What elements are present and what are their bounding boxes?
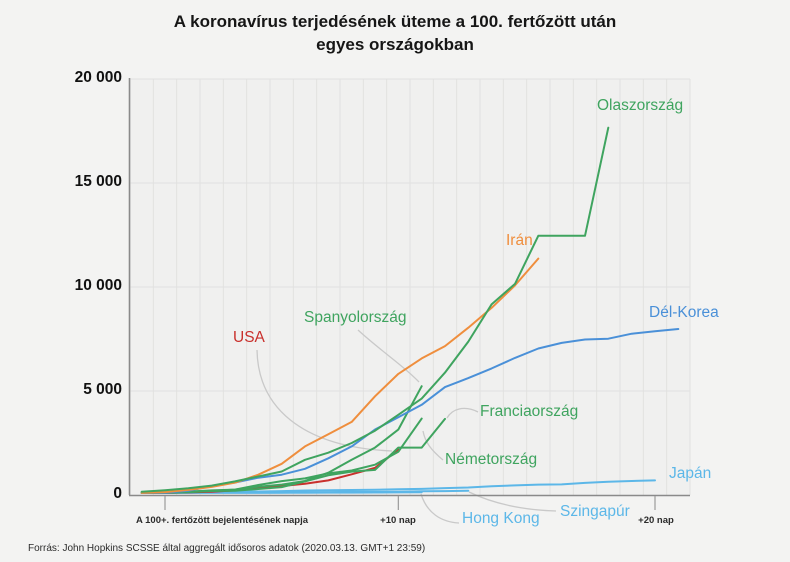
series-label-japan: Japán: [669, 465, 712, 482]
x-tick-label-2: +20 nap: [638, 515, 674, 526]
series-label-france: Franciaország: [480, 403, 579, 420]
source-footer: Forrás: John Hopkins SCSSE által aggregá…: [28, 543, 426, 554]
series-label-southkorea: Dél-Korea: [649, 304, 719, 321]
series-line-iran: [140, 257, 540, 494]
series-label-singapore: Szingapúr: [560, 503, 630, 520]
series-label-spain: Spanyolország: [304, 309, 407, 326]
y-tick-label-0: 0: [113, 485, 122, 502]
leader-line-hongkong: [420, 493, 460, 524]
series-label-germany: Németország: [445, 451, 538, 468]
series-label-iran: Irán: [506, 232, 533, 249]
y-tick-label-15000: 15 000: [74, 173, 122, 190]
series-label-hongkong: Hong Kong: [462, 510, 540, 527]
leader-line-france: [446, 407, 479, 419]
series-line-italy: [140, 126, 610, 493]
series-label-usa: USA: [233, 329, 265, 346]
y-tick-label-10000: 10 000: [74, 277, 122, 294]
y-tick-label-20000: 20 000: [74, 69, 122, 86]
leader-line-germany: [422, 430, 444, 461]
y-tick-label-5000: 5 000: [83, 381, 122, 398]
leader-line-usa: [256, 349, 393, 452]
chart-title-line1: A koronavírus terjedésének üteme a 100. …: [173, 12, 617, 31]
series-label-italy: Olaszország: [597, 97, 684, 114]
x-tick-label-0: A 100+. fertőzött bejelentésének napja: [135, 515, 309, 526]
x-tick-label-1: +10 nap: [380, 515, 416, 526]
chart-title: A koronavírus terjedésének üteme a 100. …: [0, 10, 790, 56]
chart-title-line2: egyes országokban: [316, 35, 474, 54]
leader-line-spain: [357, 329, 420, 383]
